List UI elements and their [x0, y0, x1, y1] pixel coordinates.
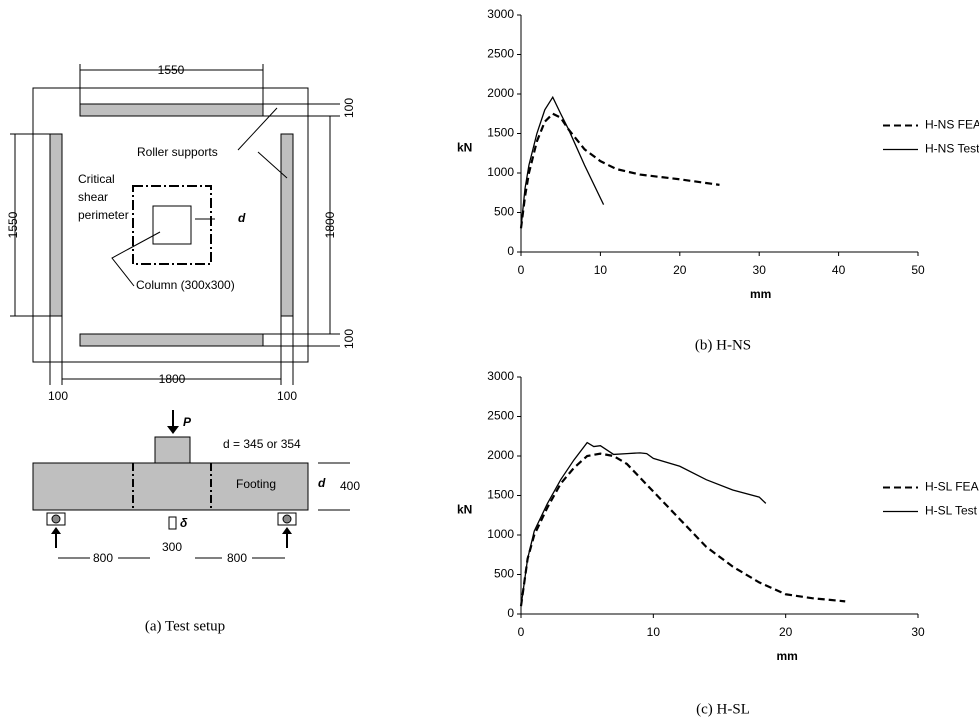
dim-label: 100	[48, 389, 68, 403]
side-view: P d = 345 or 354 Footing d 400 δ 800 300…	[32, 410, 360, 634]
x-axis-label: mm	[750, 287, 771, 301]
y-tick-label: 0	[507, 606, 514, 620]
dim-label: 300	[162, 540, 182, 554]
column	[154, 436, 191, 464]
x-tick-label: 30	[753, 263, 767, 277]
dim-label: 100	[342, 329, 356, 349]
dim-label: 1550	[158, 63, 185, 77]
footing-outline	[32, 87, 309, 363]
plan-view: 1550 1550 1800 100 100 1800 100 100 Roll…	[6, 63, 356, 403]
dim-label: 100	[277, 389, 297, 403]
support	[280, 133, 294, 317]
label: d	[318, 476, 326, 490]
roller	[51, 514, 61, 524]
y-tick-label: 500	[494, 567, 514, 581]
y-tick-label: 1000	[487, 165, 514, 179]
label: d = 345 or 354	[223, 437, 301, 451]
arrowhead	[51, 527, 61, 534]
y-tick-label: 0	[507, 244, 514, 258]
x-tick-label: 10	[647, 625, 661, 639]
dim-label: 800	[93, 551, 113, 565]
series-line	[519, 452, 846, 607]
x-axis-label: mm	[776, 649, 797, 663]
dim-label: 1800	[159, 372, 186, 386]
label: P	[183, 415, 192, 429]
support	[79, 333, 264, 347]
label: d	[238, 211, 246, 225]
series-line	[520, 441, 767, 607]
x-tick-label: 40	[832, 263, 846, 277]
dim-label: 100	[342, 98, 356, 118]
critical-perimeter	[132, 185, 212, 265]
y-tick-label: 1500	[487, 126, 514, 140]
label: Roller supports	[137, 145, 218, 159]
arrowhead	[167, 426, 179, 434]
leader	[257, 151, 288, 179]
y-tick-label: 2500	[487, 409, 514, 423]
y-tick-label: 1000	[487, 527, 514, 541]
series-line	[520, 95, 605, 229]
dim-label: 800	[227, 551, 247, 565]
y-tick-label: 2000	[487, 86, 514, 100]
dim-label: 1800	[323, 211, 337, 238]
y-axis-label: kN	[457, 503, 472, 517]
legend-label: H-SL Test	[925, 504, 978, 518]
x-tick-label: 0	[518, 625, 525, 639]
column	[152, 205, 192, 245]
label: Column (300x300)	[136, 278, 235, 292]
y-tick-label: 1500	[487, 488, 514, 502]
footing	[32, 462, 309, 511]
x-tick-label: 0	[518, 263, 525, 277]
y-tick-label: 3000	[487, 7, 514, 21]
lvdt	[168, 516, 177, 530]
label: δ	[180, 516, 188, 530]
leader	[237, 107, 278, 151]
arrowhead	[282, 527, 292, 534]
x-tick-label: 20	[673, 263, 687, 277]
y-tick-label: 2500	[487, 47, 514, 61]
legend-label: H-NS Test	[925, 142, 979, 156]
leader	[111, 231, 161, 287]
caption: (a) Test setup	[145, 618, 225, 634]
y-tick-label: 3000	[487, 369, 514, 383]
x-tick-label: 20	[779, 625, 793, 639]
roller	[282, 514, 292, 524]
label: 400	[340, 479, 360, 493]
caption: (c) H-SL	[696, 701, 750, 717]
y-tick-label: 500	[494, 205, 514, 219]
x-tick-label: 10	[594, 263, 608, 277]
support	[79, 103, 264, 117]
x-tick-label: 50	[911, 263, 925, 277]
support	[49, 133, 63, 317]
legend-label: H-SL FEA	[925, 480, 979, 494]
x-tick-label: 30	[911, 625, 925, 639]
y-tick-label: 2000	[487, 448, 514, 462]
label: Footing	[236, 477, 276, 491]
label: perimeter	[78, 208, 129, 222]
label: Critical	[78, 172, 115, 186]
series-line	[519, 112, 720, 229]
dim-label: 1550	[6, 211, 20, 238]
caption: (b) H-NS	[695, 337, 751, 353]
label: shear	[78, 190, 108, 204]
legend-label: H-NS FEA	[925, 118, 979, 132]
y-axis-label: kN	[457, 141, 472, 155]
